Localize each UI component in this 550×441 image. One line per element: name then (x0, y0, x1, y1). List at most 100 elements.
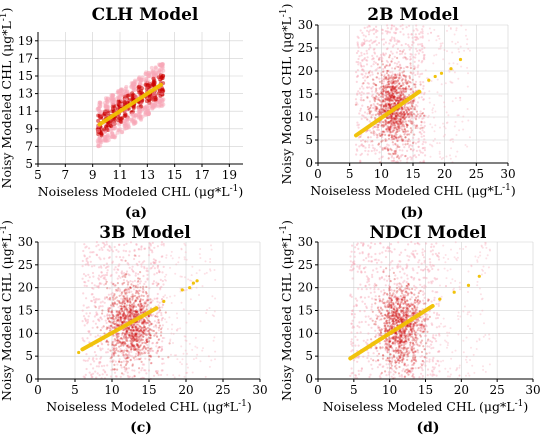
data-point (377, 111, 380, 114)
data-point (128, 291, 131, 294)
data-point (414, 249, 417, 252)
data-point (388, 64, 391, 67)
data-point (442, 135, 445, 138)
data-point (457, 114, 460, 117)
y-tick-label: 10 (18, 326, 33, 340)
data-point (390, 136, 393, 139)
data-point (409, 62, 412, 65)
data-point (98, 110, 103, 115)
data-point (413, 124, 416, 127)
data-point (357, 63, 360, 66)
data-point (82, 315, 86, 318)
data-point (360, 65, 363, 68)
data-point (422, 140, 425, 143)
data-point (381, 57, 384, 60)
data-point (355, 51, 359, 55)
data-point (413, 133, 416, 136)
data-point (363, 79, 367, 82)
data-point (116, 368, 119, 371)
data-point (160, 348, 164, 351)
data-point (401, 125, 404, 128)
data-point (125, 288, 128, 291)
data-point (431, 126, 434, 129)
data-point (397, 137, 400, 140)
data-point (391, 70, 394, 73)
data-point (354, 103, 357, 106)
data-point (400, 154, 403, 157)
data-point (201, 285, 204, 288)
data-point (367, 253, 370, 256)
data-point (437, 258, 441, 261)
x-tick-label: 11 (112, 168, 127, 182)
data-point (401, 27, 404, 30)
data-point (398, 126, 401, 129)
data-point (214, 278, 217, 281)
data-point (360, 367, 363, 370)
data-point (395, 138, 398, 141)
data-point (416, 332, 419, 335)
data-point (128, 266, 131, 269)
data-point (128, 250, 131, 253)
data-point (404, 136, 407, 139)
data-point (98, 374, 101, 377)
data-point (396, 73, 399, 77)
data-point (383, 89, 386, 92)
data-point (374, 30, 377, 34)
data-point (456, 150, 459, 153)
data-point (88, 330, 91, 333)
data-point (398, 270, 402, 273)
data-point (446, 50, 448, 53)
data-point (213, 336, 216, 339)
data-point (213, 310, 216, 313)
data-point (409, 71, 412, 74)
data-point (440, 158, 443, 160)
data-point (353, 260, 356, 263)
data-point (373, 288, 376, 291)
data-point (406, 142, 409, 145)
data-point (458, 50, 461, 53)
data-point (387, 117, 390, 120)
data-point (354, 335, 357, 338)
data-point (366, 29, 369, 32)
data-point (391, 124, 394, 127)
data-point (392, 89, 395, 92)
data-point (111, 311, 114, 314)
data-point (424, 154, 427, 157)
data-point (380, 74, 383, 77)
data-point (384, 30, 387, 33)
data-point (367, 323, 370, 326)
data-point (362, 76, 365, 79)
data-point (124, 353, 128, 356)
data-point (102, 368, 105, 372)
data-point (146, 343, 149, 347)
data-point (360, 295, 363, 299)
data-point (399, 121, 402, 124)
data-point (106, 364, 109, 367)
data-point (360, 144, 363, 147)
data-point (460, 24, 463, 27)
data-point (109, 349, 112, 352)
data-point (367, 260, 370, 263)
data-point (366, 75, 369, 78)
data-point (149, 354, 152, 357)
data-point (423, 138, 426, 141)
data-point (83, 255, 86, 258)
data-point (384, 284, 387, 287)
data-point (140, 248, 143, 251)
data-point (140, 322, 143, 325)
data-point (375, 109, 378, 112)
data-point (99, 361, 102, 364)
data-point (453, 33, 456, 36)
data-point (105, 123, 110, 128)
data-point (188, 342, 191, 345)
data-point (102, 137, 107, 142)
data-point (148, 287, 151, 290)
data-point (382, 121, 385, 124)
data-point (119, 302, 123, 305)
data-point (128, 326, 131, 329)
data-point (376, 102, 379, 105)
data-point (126, 299, 129, 303)
data-point (375, 96, 379, 99)
data-point (417, 43, 420, 46)
data-point (375, 36, 378, 39)
